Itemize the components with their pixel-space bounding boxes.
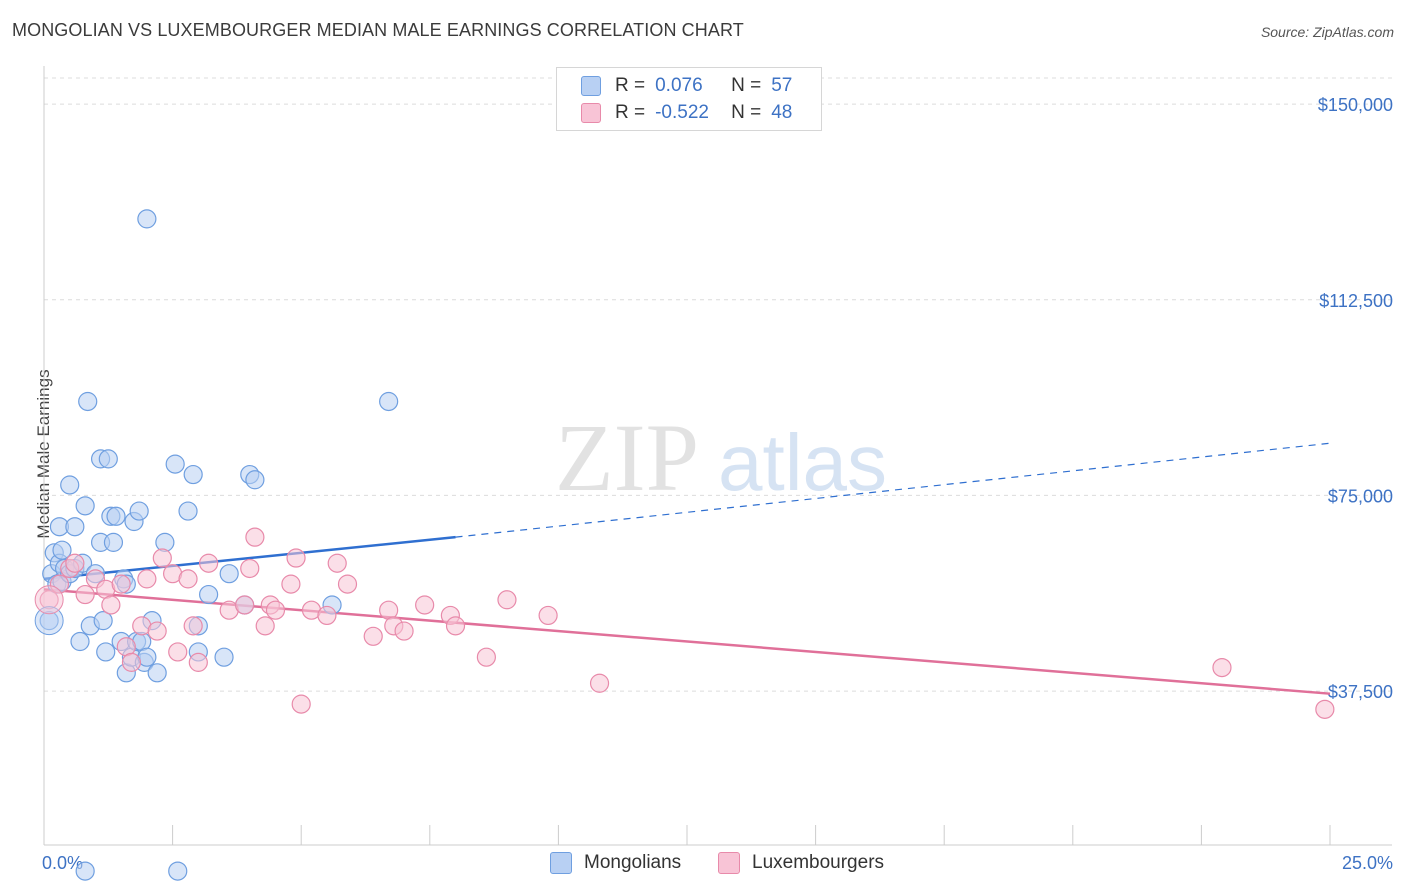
source-label: Source: ZipAtlas.com [1260, 24, 1394, 40]
luxembourger-point [137, 569, 157, 589]
luxembourger-point-large [34, 585, 64, 615]
legend-n-value: 48 [771, 102, 793, 123]
luxembourger-point [1212, 657, 1232, 678]
luxembourger-point [327, 553, 347, 573]
legend-n-label: N = [731, 75, 762, 96]
y-tick-label: $150,000 [1318, 95, 1393, 115]
luxembourger-point [235, 595, 255, 615]
mongolian-point [168, 861, 188, 881]
watermark-zip: ZIP [555, 404, 699, 511]
mongolian-point [178, 501, 198, 521]
mongolian-point [93, 611, 113, 631]
legend: R = 0.076 N = 57 R = -0.522 N = 48 [556, 67, 822, 131]
y-tick-label: $112,500 [1319, 291, 1393, 311]
mongolian-point [65, 517, 85, 537]
luxembourger-point [497, 590, 517, 610]
mongolian-trend-extension [455, 442, 1331, 538]
luxembourger-point [265, 600, 286, 620]
x-tick-label: 0.0% [42, 853, 83, 873]
legend-r-label: R = [615, 102, 646, 123]
mongolian-point [52, 540, 72, 560]
luxembourger-point [111, 574, 131, 594]
luxembourger-trend-line [43, 588, 1331, 695]
luxembourger-point [178, 569, 198, 589]
bottom-swatch-luxembourgers [718, 852, 740, 874]
legend-row-luxembourgers: R = -0.522 N = 48 [581, 101, 792, 125]
mongolian-point [70, 631, 90, 652]
mongolian-point [75, 496, 95, 516]
bottom-legend-label: Luxembourgers [752, 852, 885, 873]
luxembourger-point [75, 584, 95, 605]
mongolian-point [245, 470, 265, 490]
mongolian-point [379, 391, 399, 412]
data-points [34, 209, 1335, 881]
luxembourger-point [589, 673, 610, 693]
legend-n-value: 57 [771, 75, 793, 96]
trend-lines [43, 442, 1331, 695]
luxembourger-point [476, 647, 496, 667]
luxembourger-point [188, 652, 208, 672]
luxembourger-point [317, 605, 337, 626]
luxembourger-point [363, 626, 383, 646]
mongolian-point [137, 209, 157, 229]
y-tick-label: $75,000 [1328, 486, 1393, 506]
x-tick-label: 25.0% [1342, 853, 1393, 873]
luxembourger-point [147, 621, 167, 641]
tick-labels: $37,500 $75,000 $112,500 $150,000 0.0% 25.0% [42, 95, 1393, 873]
mongolian-point [106, 506, 126, 526]
legend-swatch-mongolians [581, 76, 601, 96]
luxembourger-point [291, 694, 311, 714]
luxembourger-point [152, 548, 172, 568]
mongolian-point [129, 501, 149, 521]
luxembourger-point [183, 616, 203, 636]
luxembourger-point [415, 595, 435, 615]
mongolian-point [147, 663, 167, 683]
mongolian-trend-line [43, 535, 456, 581]
mongolian-point [183, 464, 203, 485]
bottom-swatch-mongolians [550, 852, 572, 874]
mongolian-point [199, 584, 219, 605]
legend-r-value: 0.076 [655, 75, 703, 96]
luxembourger-point [168, 642, 188, 662]
bottom-legend-luxembourgers: Luxembourgers [718, 852, 884, 874]
luxembourger-point [65, 553, 85, 573]
axes [43, 66, 1392, 846]
luxembourger-point [394, 621, 414, 641]
mongolian-point [155, 532, 175, 552]
bottom-legend-mongolians: Mongolians [550, 852, 681, 874]
luxembourger-point [337, 574, 358, 594]
chart-title: MONGOLIAN VS LUXEMBOURGER MEDIAN MALE EA… [12, 20, 744, 40]
mongolian-point [98, 449, 118, 469]
luxembourger-point [101, 595, 121, 615]
bottom-legend-label: Mongolians [584, 852, 682, 873]
mongolian-point [219, 564, 239, 584]
mongolian-point [75, 861, 95, 881]
mongolian-point [78, 391, 98, 412]
mongolian-point [103, 532, 124, 552]
mongolian-point [60, 475, 80, 495]
luxembourger-point [1315, 699, 1335, 719]
luxembourger-point [255, 616, 275, 636]
luxembourger-point [286, 548, 306, 568]
mongolian-point [96, 642, 116, 662]
legend-row-mongolians: R = 0.076 N = 57 [581, 74, 792, 98]
luxembourger-point [199, 553, 219, 573]
luxembourger-point [281, 574, 301, 594]
watermark-atlas: atlas [718, 418, 887, 507]
legend-r-label: R = [615, 75, 646, 96]
y-tick-label: $37,500 [1328, 682, 1393, 702]
legend-swatch-luxembourgers [581, 103, 601, 123]
legend-n-label: N = [731, 102, 762, 123]
legend-r-value: -0.522 [655, 102, 709, 123]
luxembourger-point [538, 605, 558, 626]
mongolian-point [214, 647, 234, 667]
mongolian-point [165, 454, 185, 474]
luxembourger-point [121, 652, 142, 672]
luxembourger-point [445, 616, 466, 636]
luxembourger-point [240, 558, 260, 579]
luxembourger-point [245, 527, 265, 547]
